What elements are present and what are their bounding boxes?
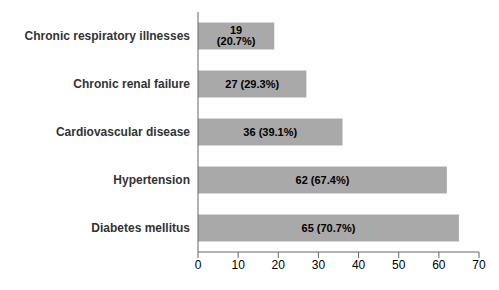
svg-text:0: 0 (195, 258, 202, 272)
svg-text:Hypertension: Hypertension (113, 173, 190, 187)
svg-text:36 (39.1%): 36 (39.1%) (243, 126, 297, 138)
svg-text:65 (70.7%): 65 (70.7%) (302, 222, 356, 234)
svg-text:62 (67.4%): 62 (67.4%) (296, 174, 350, 186)
svg-text:60: 60 (432, 258, 446, 272)
svg-text:Cardiovascular disease: Cardiovascular disease (56, 125, 190, 139)
svg-text:Diabetes mellitus: Diabetes mellitus (91, 221, 190, 235)
svg-text:40: 40 (352, 258, 366, 272)
svg-text:Chronic respiratory illnesses: Chronic respiratory illnesses (25, 29, 191, 43)
svg-text:50: 50 (392, 258, 406, 272)
svg-text:27 (29.3%): 27 (29.3%) (225, 78, 279, 90)
svg-text:10: 10 (231, 258, 245, 272)
svg-text:19(20.7%): 19(20.7%) (217, 24, 256, 47)
svg-text:30: 30 (312, 258, 326, 272)
svg-text:20: 20 (272, 258, 286, 272)
svg-text:70: 70 (472, 258, 486, 272)
svg-text:Chronic renal failure: Chronic renal failure (73, 77, 190, 91)
